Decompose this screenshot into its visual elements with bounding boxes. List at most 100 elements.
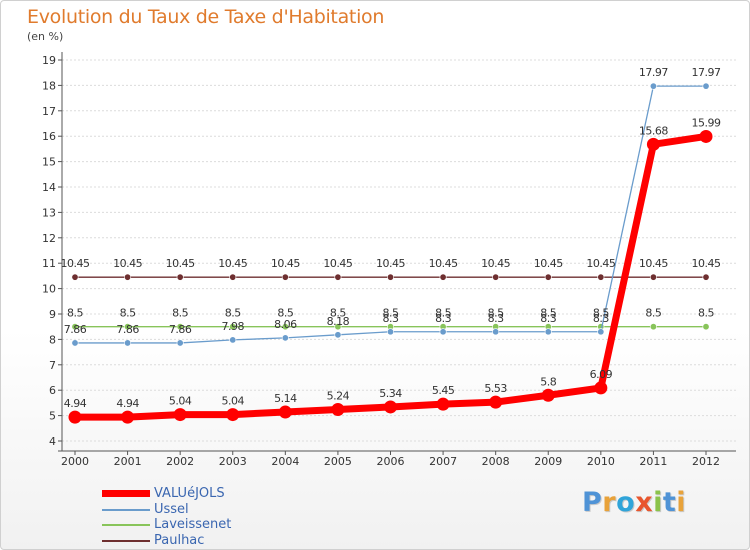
x-tick-label: 2010 bbox=[587, 455, 615, 468]
data-label-paulhac: 10.45 bbox=[166, 257, 195, 270]
point-laveissenet bbox=[281, 323, 289, 331]
data-label-valuejols: 5.14 bbox=[274, 392, 297, 405]
point-valuejols bbox=[173, 408, 187, 422]
data-label-paulhac: 10.45 bbox=[534, 257, 563, 270]
data-label-laveissenet: 8.5 bbox=[67, 307, 83, 320]
x-tick-label: 2002 bbox=[166, 455, 194, 468]
point-laveissenet bbox=[649, 323, 657, 331]
data-label-laveissenet: 8.5 bbox=[435, 307, 451, 320]
data-label-laveissenet: 8.5 bbox=[120, 307, 136, 320]
point-ussel bbox=[649, 82, 657, 90]
x-tick-label: 2004 bbox=[271, 455, 299, 468]
point-ussel bbox=[597, 328, 605, 336]
point-valuejols bbox=[226, 408, 240, 422]
x-tick-label: 2003 bbox=[219, 455, 247, 468]
point-paulhac bbox=[281, 273, 289, 281]
y-axis-unit: (en %) bbox=[27, 30, 64, 43]
point-valuejols bbox=[68, 410, 82, 424]
y-tick-label: 9 bbox=[49, 308, 56, 321]
y-tick-label: 11 bbox=[42, 257, 56, 270]
point-ussel bbox=[176, 339, 184, 347]
data-label-ussel: 8.06 bbox=[274, 318, 297, 331]
logo-letter: r bbox=[602, 487, 617, 518]
point-valuejols bbox=[278, 405, 292, 419]
point-laveissenet bbox=[229, 323, 237, 331]
y-tick-label: 10 bbox=[42, 283, 56, 296]
x-tick-label: 2006 bbox=[377, 455, 405, 468]
data-label-laveissenet: 8.5 bbox=[593, 307, 609, 320]
series-line-ussel bbox=[74, 85, 707, 344]
point-paulhac bbox=[71, 273, 79, 281]
data-label-valuejols: 5.34 bbox=[379, 387, 402, 400]
point-ussel bbox=[71, 339, 79, 347]
y-tick-label: 8 bbox=[49, 333, 56, 346]
point-ussel bbox=[124, 339, 132, 347]
x-tick-label: 2001 bbox=[114, 455, 142, 468]
data-label-paulhac: 10.45 bbox=[376, 257, 405, 270]
point-ussel bbox=[386, 328, 394, 336]
data-label-laveissenet: 8.5 bbox=[277, 307, 293, 320]
point-paulhac bbox=[492, 273, 500, 281]
logo-letter: x bbox=[635, 487, 654, 518]
y-tick-label: 18 bbox=[42, 79, 56, 92]
data-label-laveissenet: 8.5 bbox=[488, 307, 504, 320]
y-tick-label: 15 bbox=[42, 156, 56, 169]
x-tick-label: 2008 bbox=[482, 455, 510, 468]
data-label-valuejols: 4.94 bbox=[64, 397, 87, 410]
y-tick-label: 6 bbox=[49, 384, 56, 397]
y-tick-label: 13 bbox=[42, 206, 56, 219]
y-tick-label: 5 bbox=[49, 410, 56, 423]
point-paulhac bbox=[702, 273, 710, 281]
y-tick-label: 16 bbox=[42, 130, 56, 143]
legend-label-paulhac: Paulhac bbox=[154, 532, 205, 548]
point-valuejols bbox=[541, 388, 555, 402]
data-label-ussel: 7.98 bbox=[222, 320, 245, 333]
data-label-paulhac: 10.45 bbox=[61, 257, 90, 270]
data-label-laveissenet: 8.5 bbox=[225, 307, 241, 320]
data-label-paulhac: 10.45 bbox=[323, 257, 352, 270]
logo-letter: i bbox=[653, 487, 663, 518]
data-label-ussel: 7.86 bbox=[169, 323, 192, 336]
data-label-ussel: 7.86 bbox=[64, 323, 87, 336]
point-laveissenet bbox=[71, 323, 79, 331]
data-label-paulhac: 10.45 bbox=[639, 257, 668, 270]
x-tick-label: 2011 bbox=[639, 455, 667, 468]
point-valuejols bbox=[121, 410, 135, 424]
point-paulhac bbox=[597, 273, 605, 281]
data-label-ussel: 8.3 bbox=[593, 312, 609, 325]
logo-letter: i bbox=[676, 487, 687, 518]
y-tick-label: 7 bbox=[49, 359, 56, 372]
data-label-valuejols: 15.68 bbox=[639, 124, 668, 137]
point-ussel bbox=[702, 82, 710, 90]
point-paulhac bbox=[649, 273, 657, 281]
y-tick-label: 4 bbox=[49, 435, 56, 448]
point-valuejols bbox=[436, 397, 450, 411]
data-label-laveissenet: 8.5 bbox=[330, 307, 346, 320]
data-label-valuejols: 5.04 bbox=[169, 395, 192, 408]
legend-label-laveissenet: Laveissenet bbox=[154, 517, 232, 532]
data-label-valuejols: 5.53 bbox=[484, 382, 507, 395]
data-label-valuejols: 4.94 bbox=[116, 397, 139, 410]
point-valuejols bbox=[489, 395, 503, 409]
point-paulhac bbox=[544, 273, 552, 281]
data-label-valuejols: 5.45 bbox=[432, 384, 455, 397]
point-paulhac bbox=[176, 273, 184, 281]
legend-swatch-laveissenet bbox=[102, 524, 150, 526]
data-label-ussel: 8.3 bbox=[383, 312, 399, 325]
data-label-valuejols: 15.99 bbox=[692, 116, 721, 129]
point-laveissenet bbox=[334, 323, 342, 331]
data-label-ussel: 8.3 bbox=[435, 312, 451, 325]
logo-letter: t bbox=[662, 487, 677, 518]
data-label-valuejols: 5.8 bbox=[540, 375, 556, 388]
point-ussel bbox=[439, 328, 447, 336]
x-tick-label: 2009 bbox=[534, 455, 562, 468]
legend-label-valuejols: VALUéJOLS bbox=[154, 486, 225, 501]
x-tick-label: 2007 bbox=[429, 455, 457, 468]
y-tick-label: 14 bbox=[42, 181, 56, 194]
point-ussel bbox=[281, 334, 289, 342]
logo-letter: P bbox=[582, 487, 603, 518]
point-paulhac bbox=[124, 273, 132, 281]
chart-title: Evolution du Taux de Taxe d'Habitation bbox=[27, 6, 385, 28]
logo-letter: o bbox=[616, 487, 636, 518]
data-label-ussel: 17.97 bbox=[692, 66, 721, 79]
